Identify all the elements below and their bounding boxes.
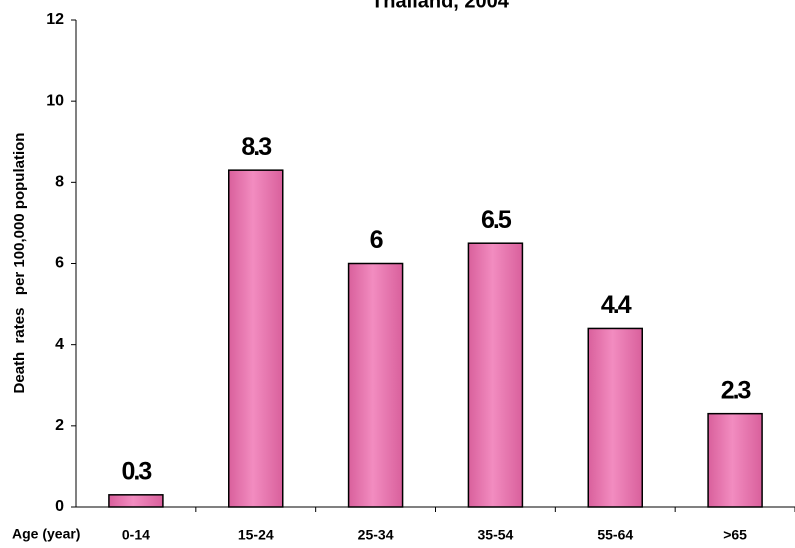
bar xyxy=(707,412,763,508)
y-tick-label: 12 xyxy=(46,11,64,28)
y-tick-label: 6 xyxy=(55,255,64,272)
bar xyxy=(108,494,164,508)
x-tick-label: 55-64 xyxy=(597,527,633,543)
x-tick-label: 25-34 xyxy=(358,527,394,543)
y-tick-label: 10 xyxy=(46,92,64,109)
bar xyxy=(587,327,643,508)
value-label: 6 xyxy=(370,226,383,254)
x-tick-label: 0-14 xyxy=(122,527,150,543)
value-label: 4.4 xyxy=(601,291,632,319)
value-label: 6.5 xyxy=(481,206,512,234)
y-tick-label: 4 xyxy=(55,336,64,353)
bar xyxy=(228,169,284,508)
value-label: 8.3 xyxy=(241,133,271,161)
x-tick-label: >65 xyxy=(723,527,747,543)
x-tick-label: 35-54 xyxy=(478,527,514,543)
y-tick-label: 0 xyxy=(55,498,64,515)
bar xyxy=(467,242,524,508)
chart-title: Thailand, 2004 xyxy=(371,0,510,12)
x-axis-label: Age (year) xyxy=(12,526,80,542)
value-label: 2.3 xyxy=(721,376,751,404)
x-tick-label: 15-24 xyxy=(238,527,274,543)
y-tick-label: 2 xyxy=(55,417,64,434)
y-axis-label: Death rates per 100,000 population xyxy=(11,133,28,394)
bar xyxy=(347,262,404,508)
y-tick-label: 8 xyxy=(55,174,64,191)
value-label: 0.3 xyxy=(122,457,152,485)
